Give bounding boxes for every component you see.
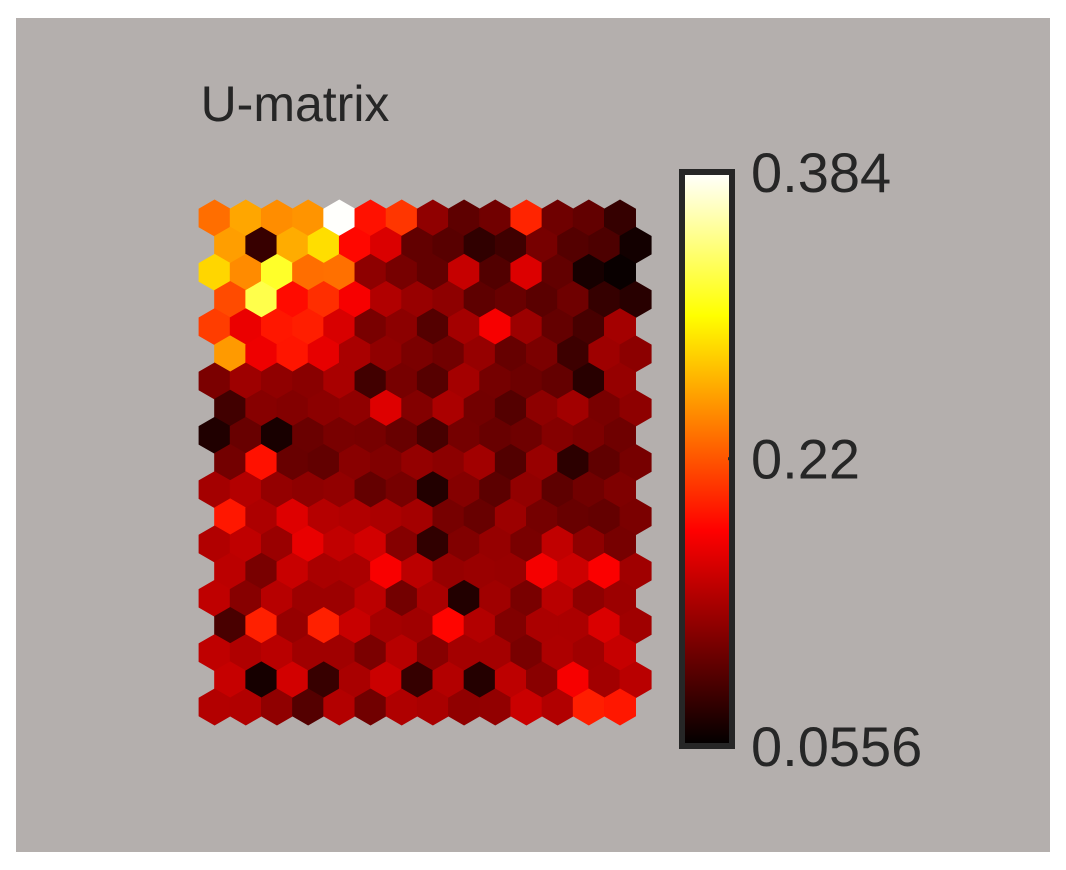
colorbar	[679, 169, 735, 749]
figure-background: U-matrix 0.384 0.22 0.0556	[16, 18, 1050, 852]
hex-cell-r18-c13	[604, 688, 636, 726]
u-matrix-chart: U-matrix 0.384 0.22 0.0556	[198, 76, 922, 778]
colorbar-tick-label-2: 0.0556	[751, 715, 922, 778]
colorbar-tick-label-1: 0.22	[751, 428, 860, 491]
chart-title: U-matrix	[201, 76, 390, 132]
colorbar-ticks: 0.384 0.22 0.0556	[728, 141, 922, 778]
hex-grid	[198, 199, 652, 726]
colorbar-tick-label-0: 0.384	[751, 141, 891, 204]
